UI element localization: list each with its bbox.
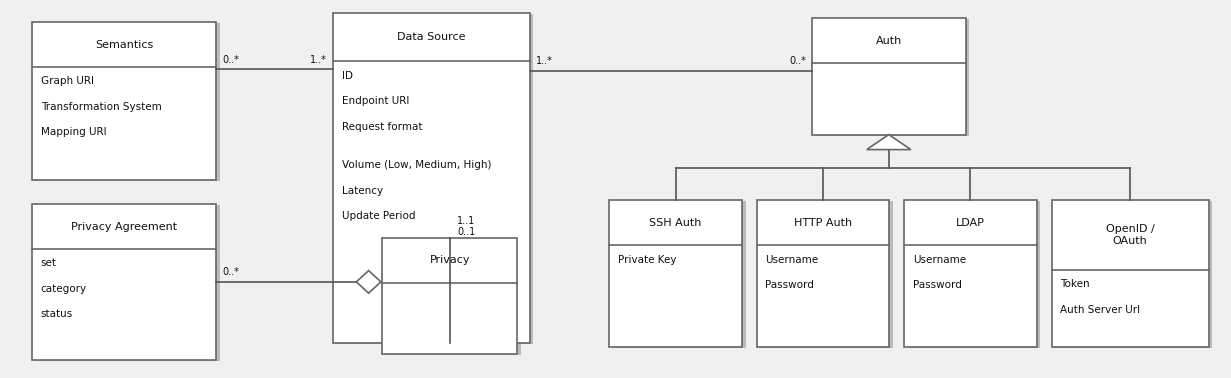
Bar (36, 205, 220, 361)
Text: Update Period: Update Period (342, 211, 415, 221)
Text: set: set (41, 259, 57, 268)
Bar (816, 19, 969, 136)
Text: SSH Auth: SSH Auth (650, 218, 702, 228)
Bar (337, 14, 533, 344)
Text: OpenID /
OAuth: OpenID / OAuth (1105, 224, 1155, 246)
Text: 1..*: 1..* (310, 55, 327, 65)
Text: 0..1: 0..1 (457, 227, 475, 237)
Text: Username: Username (912, 255, 966, 265)
Text: Auth: Auth (875, 36, 902, 46)
Bar (32, 22, 217, 180)
Bar (757, 200, 889, 347)
Text: Token: Token (1060, 279, 1089, 289)
Text: 0..*: 0..* (223, 55, 239, 65)
Bar (36, 23, 220, 181)
Text: Password: Password (766, 280, 814, 290)
Text: 1..*: 1..* (535, 56, 553, 66)
Text: Privacy: Privacy (430, 255, 470, 265)
Bar (1055, 201, 1213, 348)
Text: Transformation System: Transformation System (41, 102, 161, 112)
Polygon shape (356, 271, 380, 293)
Text: Semantics: Semantics (95, 40, 154, 50)
Text: LDAP: LDAP (956, 218, 985, 228)
Text: category: category (41, 284, 87, 294)
Text: HTTP Auth: HTTP Auth (794, 218, 852, 228)
Text: status: status (41, 310, 73, 319)
Text: 0..*: 0..* (789, 56, 806, 66)
Text: Endpoint URI: Endpoint URI (342, 96, 409, 106)
Bar (609, 200, 742, 347)
Text: Request format: Request format (342, 122, 422, 132)
Text: Privacy Agreement: Privacy Agreement (71, 222, 177, 231)
Text: Mapping URI: Mapping URI (41, 127, 106, 138)
Bar (32, 204, 217, 360)
Text: Username: Username (766, 255, 819, 265)
Text: Latency: Latency (342, 186, 383, 196)
Bar (382, 238, 517, 354)
Bar (761, 201, 892, 348)
Text: 0..*: 0..* (223, 268, 239, 277)
Bar (907, 201, 1040, 348)
Text: 1..1: 1..1 (457, 216, 475, 226)
Bar (613, 201, 746, 348)
Bar (334, 12, 529, 343)
Bar (385, 239, 521, 355)
Text: Volume (Low, Medium, High): Volume (Low, Medium, High) (342, 160, 491, 170)
Bar (812, 18, 965, 135)
Text: Data Source: Data Source (398, 32, 465, 42)
Bar (904, 200, 1037, 347)
Text: Private Key: Private Key (618, 255, 677, 265)
Text: ID: ID (342, 71, 352, 81)
Text: Password: Password (912, 280, 961, 290)
Text: Auth Server Url: Auth Server Url (1060, 305, 1140, 314)
Polygon shape (867, 135, 911, 150)
Bar (1051, 200, 1209, 347)
Text: Graph URI: Graph URI (41, 76, 94, 87)
